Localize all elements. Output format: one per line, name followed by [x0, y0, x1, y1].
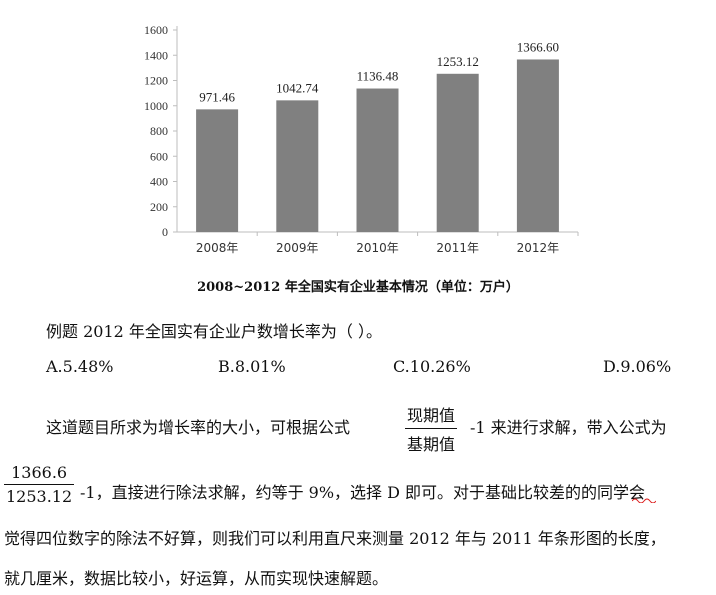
fraction-bar: [405, 428, 458, 429]
formula-fraction: 现期值 基期值: [405, 402, 458, 455]
fraction-bar: [4, 484, 75, 485]
bar-chart: 0 200 400 600 800 1000 1200 1400 1600 971.46 2008年…: [144, 23, 579, 255]
para-line3: 觉得四位数字的除法不好算，则我们可以利用直尺来测量 2012 年与 2011 年…: [4, 529, 666, 548]
y-tick-label: 1600: [144, 23, 168, 37]
formula-denominator: 基期值: [407, 435, 456, 454]
calc-fraction: 1366.6 1253.12: [4, 463, 75, 506]
data-label: 1253.12: [437, 54, 479, 69]
para1-before: 这道题目所求为增长率的大小，可根据公式: [46, 418, 351, 437]
data-label: 1042.74: [276, 80, 319, 95]
calc-denominator: 1253.12: [6, 487, 73, 506]
formula-numerator: 现期值: [407, 406, 456, 425]
x-tick-label: 2010年: [356, 241, 399, 255]
y-tick-label: 1000: [144, 99, 168, 113]
data-label: 1366.60: [517, 39, 559, 54]
option-a: A.5.48%: [46, 357, 114, 376]
x-tick-label: 2009年: [276, 241, 319, 255]
bar: [356, 88, 399, 232]
data-label: 971.46: [199, 89, 235, 104]
option-b: B.8.01%: [218, 357, 286, 376]
y-tick-label: 200: [150, 200, 168, 214]
x-tick-label: 2008年: [196, 241, 239, 255]
y-tick-label: 0: [162, 225, 168, 239]
x-tick-label: 2012年: [517, 241, 560, 255]
para1-after: -1 来进行求解，带入公式为: [470, 418, 667, 437]
bar: [196, 109, 239, 232]
chart-caption: 2008~2012 年全国实有企业基本情况（单位：万户）: [197, 280, 519, 295]
option-d: D.9.06%: [603, 357, 672, 376]
y-tick-label: 600: [150, 149, 168, 163]
spellcheck-underline: [632, 498, 656, 503]
y-tick-label: 1200: [144, 74, 168, 88]
question-text: 例题 2012 年全国实有企业户数增长率为（ ）。: [46, 322, 382, 341]
y-tick-label: 800: [150, 124, 168, 138]
y-tick-label: 400: [150, 175, 168, 189]
option-c: C.10.26%: [393, 357, 471, 376]
y-tick-label: 1400: [144, 48, 168, 62]
x-tick-label: 2011年: [436, 241, 479, 255]
para-line4: 就几厘米，数据比较小，好运算，从而实现快速解题。: [4, 569, 389, 588]
bar: [516, 59, 559, 232]
para2-after: -1，直接进行除法求解，约等于 9%，选择 D 即可。对于基础比较差的的同学会: [80, 483, 646, 502]
data-label: 1136.48: [357, 69, 399, 84]
bar: [276, 100, 319, 233]
bar: [436, 73, 479, 232]
calc-numerator: 1366.6: [11, 463, 68, 482]
